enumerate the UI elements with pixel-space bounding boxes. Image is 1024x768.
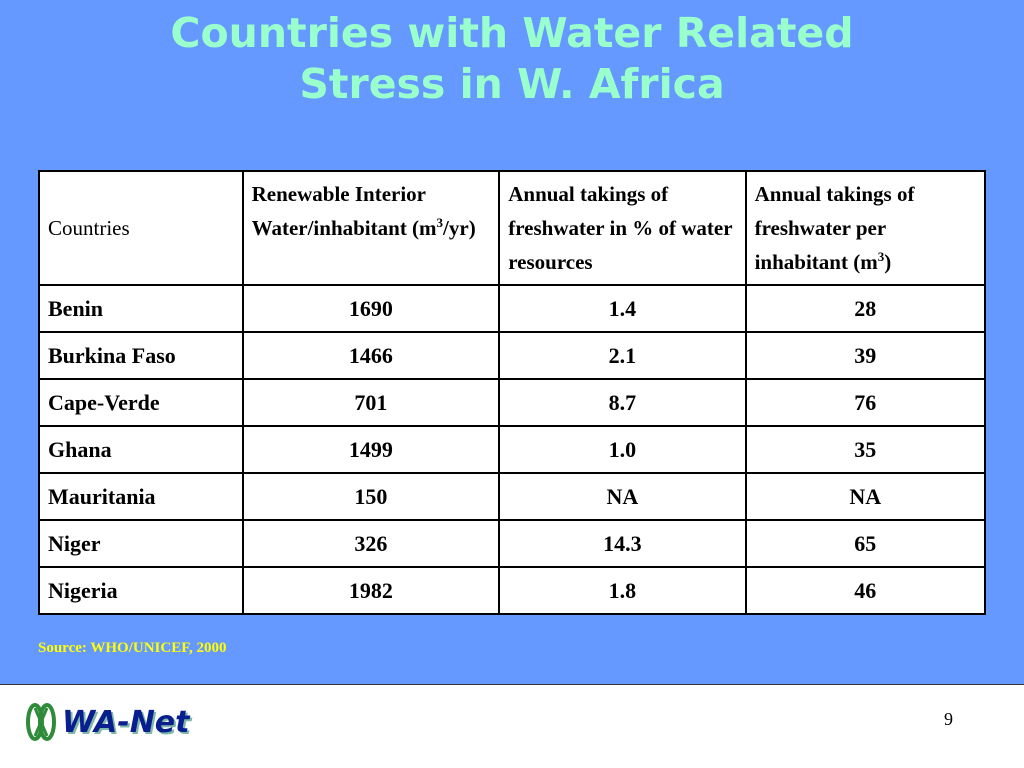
cell-renewable: 1982 — [241, 566, 501, 615]
cell-renewable: 150 — [241, 472, 501, 521]
table-row: Mauritania 150 NA NA — [38, 472, 987, 521]
cell-takings-per-inhabitant: 35 — [744, 425, 987, 474]
header-renewable-text: Renewable Interior Water/inhabitant (m — [251, 182, 437, 240]
water-stress-table: Countries Renewable Interior Water/inhab… — [38, 170, 987, 615]
cell-takings-per-inhabitant: 28 — [744, 284, 987, 333]
header-renewable-sup: 3 — [436, 215, 444, 230]
cell-country: Ghana — [38, 425, 244, 474]
table-row: Burkina Faso 1466 2.1 39 — [38, 331, 987, 380]
header-per-inhabitant-text: Annual takings of freshwater per inhabit… — [754, 182, 915, 274]
cell-takings-pct: NA — [498, 472, 747, 521]
cell-country: Mauritania — [38, 472, 244, 521]
header-renewable-water: Renewable Interior Water/inhabitant (m3/… — [241, 170, 501, 286]
cell-takings-pct: 1.8 — [498, 566, 747, 615]
table-row: Ghana 1499 1.0 35 — [38, 425, 987, 474]
cell-takings-per-inhabitant: 46 — [744, 566, 987, 615]
cell-renewable: 326 — [241, 519, 501, 568]
title-line-2: Stress in W. Africa — [299, 60, 725, 108]
cell-country: Burkina Faso — [38, 331, 244, 380]
header-per-inhabitant-tail: ) — [884, 250, 892, 274]
cell-country: Cape-Verde — [38, 378, 244, 427]
cell-country: Nigeria — [38, 566, 244, 615]
cell-renewable: 1499 — [241, 425, 501, 474]
cell-country: Benin — [38, 284, 244, 333]
header-renewable-tail: /yr) — [443, 216, 476, 240]
table-row: Cape-Verde 701 8.7 76 — [38, 378, 987, 427]
header-takings-percent: Annual takings of freshwater in % of wat… — [498, 170, 747, 286]
source-note: Source: WHO/UNICEF, 2000 — [38, 640, 227, 656]
cell-takings-per-inhabitant: NA — [744, 472, 987, 521]
cell-renewable: 701 — [241, 378, 501, 427]
cell-takings-pct: 2.1 — [498, 331, 747, 380]
page-number: 9 — [944, 709, 953, 729]
header-per-inhabitant-sup: 3 — [877, 249, 885, 264]
table-header-row: Countries Renewable Interior Water/inhab… — [38, 170, 987, 286]
title-line-1: Countries with Water Related — [170, 9, 854, 57]
cell-takings-pct: 1.4 — [498, 284, 747, 333]
slide-title: Countries with Water Related Stress in W… — [0, 8, 1024, 110]
cell-takings-per-inhabitant: 65 — [744, 519, 987, 568]
cell-renewable: 1466 — [241, 331, 501, 380]
table-row: Benin 1690 1.4 28 — [38, 284, 987, 333]
double-loop-emblem-icon — [26, 703, 56, 741]
logo-text: WA-Net — [62, 704, 190, 740]
cell-takings-pct: 1.0 — [498, 425, 747, 474]
cell-renewable: 1690 — [241, 284, 501, 333]
header-takings-per-inhabitant: Annual takings of freshwater per inhabit… — [744, 170, 987, 286]
wa-net-logo: WA-Net — [24, 700, 190, 744]
header-countries: Countries — [38, 170, 244, 286]
cell-takings-per-inhabitant: 39 — [744, 331, 987, 380]
cell-country: Niger — [38, 519, 244, 568]
table-row: Niger 326 14.3 65 — [38, 519, 987, 568]
cell-takings-per-inhabitant: 76 — [744, 378, 987, 427]
cell-takings-pct: 14.3 — [498, 519, 747, 568]
cell-takings-pct: 8.7 — [498, 378, 747, 427]
table-row: Nigeria 1982 1.8 46 — [38, 566, 987, 615]
